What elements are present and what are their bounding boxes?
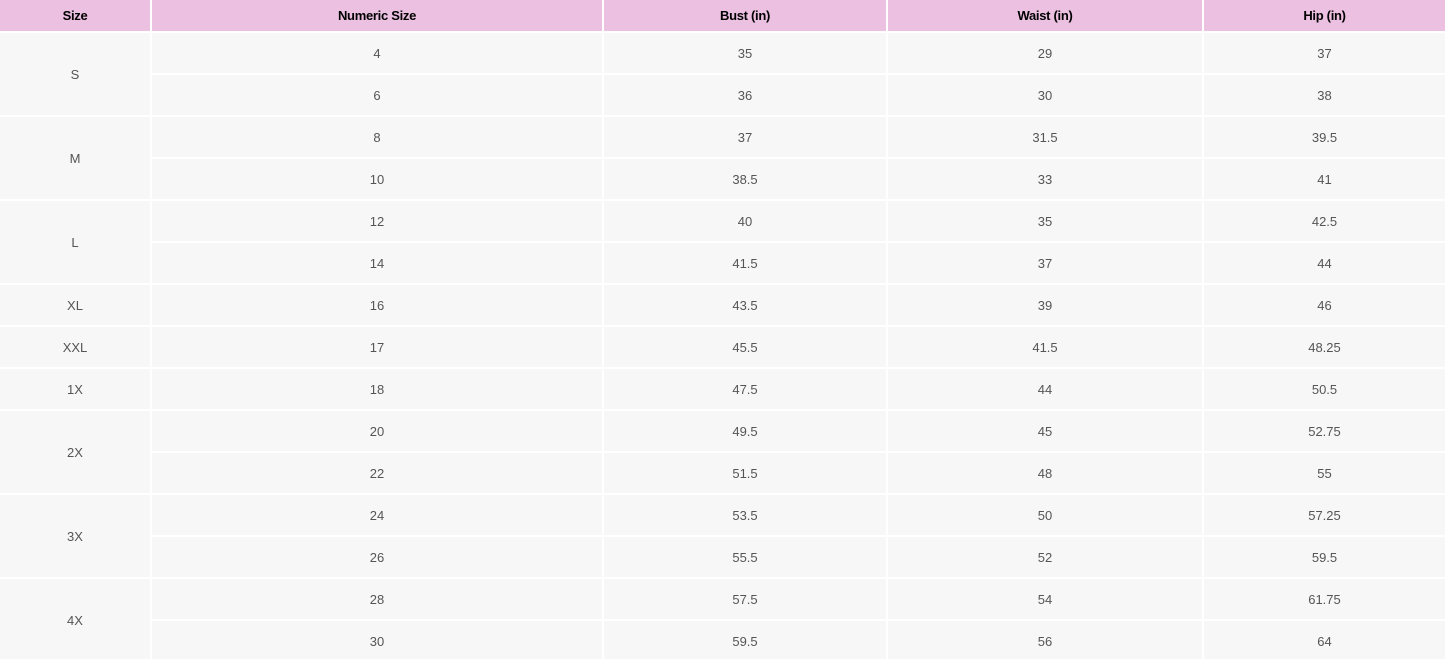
numeric-size-cell: 28 bbox=[152, 579, 602, 619]
bust-cell: 43.5 bbox=[604, 285, 886, 325]
numeric-size-cell: 18 bbox=[152, 369, 602, 409]
size-cell: XXL bbox=[0, 327, 150, 367]
numeric-size-cell: 30 bbox=[152, 621, 602, 659]
numeric-size-cell: 17 bbox=[152, 327, 602, 367]
size-cell: 4X bbox=[0, 579, 150, 659]
numeric-size-cell: 24 bbox=[152, 495, 602, 535]
header-numeric-size: Numeric Size bbox=[152, 0, 602, 31]
hip-cell: 38 bbox=[1204, 75, 1445, 115]
table-row: L 12 40 35 42.5 bbox=[0, 201, 1445, 283]
table-row: 22 51.5 48 55 bbox=[0, 453, 1445, 493]
waist-cell: 31.5 bbox=[888, 117, 1202, 157]
bust-cell: 45.5 bbox=[604, 327, 886, 367]
waist-cell: 29 bbox=[888, 33, 1202, 73]
waist-cell: 52 bbox=[888, 537, 1202, 577]
waist-cell: 33 bbox=[888, 159, 1202, 199]
size-cell: 2X bbox=[0, 411, 150, 493]
hip-cell: 41 bbox=[1204, 159, 1445, 199]
table-row: 14 41.5 37 44 bbox=[0, 243, 1445, 283]
table-row: 4X 28 57.5 54 61.75 bbox=[0, 579, 1445, 659]
bust-cell: 57.5 bbox=[604, 579, 886, 619]
waist-cell: 50 bbox=[888, 495, 1202, 535]
numeric-size-cell: 16 bbox=[152, 285, 602, 325]
numeric-size-cell: 8 bbox=[152, 117, 602, 157]
waist-cell: 56 bbox=[888, 621, 1202, 659]
bust-cell: 51.5 bbox=[604, 453, 886, 493]
hip-cell: 42.5 bbox=[1204, 201, 1445, 241]
numeric-size-cell: 4 bbox=[152, 33, 602, 73]
table-row: M 8 37 31.5 39.5 bbox=[0, 117, 1445, 199]
waist-cell: 35 bbox=[888, 201, 1202, 241]
hip-cell: 64 bbox=[1204, 621, 1445, 659]
header-row: Size Numeric Size Bust (in) Waist (in) Hip (… bbox=[0, 0, 1445, 31]
bust-cell: 41.5 bbox=[604, 243, 886, 283]
hip-cell: 61.75 bbox=[1204, 579, 1445, 619]
size-cell: XL bbox=[0, 285, 150, 325]
hip-cell: 44 bbox=[1204, 243, 1445, 283]
hip-cell: 57.25 bbox=[1204, 495, 1445, 535]
size-cell: L bbox=[0, 201, 150, 283]
numeric-size-cell: 6 bbox=[152, 75, 602, 115]
header-bust: Bust (in) bbox=[604, 0, 886, 31]
numeric-size-cell: 20 bbox=[152, 411, 602, 451]
table-row: 2X 20 49.5 45 52.75 bbox=[0, 411, 1445, 493]
table-row: 26 55.5 52 59.5 bbox=[0, 537, 1445, 577]
hip-cell: 48.25 bbox=[1204, 327, 1445, 367]
table-row: XL 16 43.5 39 46 bbox=[0, 285, 1445, 325]
hip-cell: 46 bbox=[1204, 285, 1445, 325]
size-cell: S bbox=[0, 33, 150, 115]
header-hip: Hip (in) bbox=[1204, 0, 1445, 31]
hip-cell: 37 bbox=[1204, 33, 1445, 73]
bust-cell: 35 bbox=[604, 33, 886, 73]
numeric-size-cell: 10 bbox=[152, 159, 602, 199]
bust-cell: 53.5 bbox=[604, 495, 886, 535]
table-row: XXL 17 45.5 41.5 48.25 bbox=[0, 327, 1445, 367]
numeric-size-cell: 14 bbox=[152, 243, 602, 283]
bust-cell: 40 bbox=[604, 201, 886, 241]
numeric-size-cell: 26 bbox=[152, 537, 602, 577]
bust-cell: 47.5 bbox=[604, 369, 886, 409]
waist-cell: 45 bbox=[888, 411, 1202, 451]
table-row: S 4 35 29 37 bbox=[0, 33, 1445, 115]
table-row: 30 59.5 56 64 bbox=[0, 621, 1445, 659]
bust-cell: 38.5 bbox=[604, 159, 886, 199]
hip-cell: 55 bbox=[1204, 453, 1445, 493]
bust-cell: 36 bbox=[604, 75, 886, 115]
hip-cell: 39.5 bbox=[1204, 117, 1445, 157]
numeric-size-cell: 22 bbox=[152, 453, 602, 493]
size-cell: 1X bbox=[0, 369, 150, 409]
bust-cell: 49.5 bbox=[604, 411, 886, 451]
waist-cell: 44 bbox=[888, 369, 1202, 409]
table-row: 10 38.5 33 41 bbox=[0, 159, 1445, 199]
table-row: 1X 18 47.5 44 50.5 bbox=[0, 369, 1445, 409]
hip-cell: 59.5 bbox=[1204, 537, 1445, 577]
waist-cell: 41.5 bbox=[888, 327, 1202, 367]
header-size: Size bbox=[0, 0, 150, 31]
waist-cell: 54 bbox=[888, 579, 1202, 619]
waist-cell: 39 bbox=[888, 285, 1202, 325]
table-row: 6 36 30 38 bbox=[0, 75, 1445, 115]
waist-cell: 48 bbox=[888, 453, 1202, 493]
waist-cell: 30 bbox=[888, 75, 1202, 115]
table-row: 3X 24 53.5 50 57.25 bbox=[0, 495, 1445, 577]
bust-cell: 37 bbox=[604, 117, 886, 157]
header-waist: Waist (in) bbox=[888, 0, 1202, 31]
hip-cell: 52.75 bbox=[1204, 411, 1445, 451]
waist-cell: 37 bbox=[888, 243, 1202, 283]
size-cell: 3X bbox=[0, 495, 150, 577]
hip-cell: 50.5 bbox=[1204, 369, 1445, 409]
bust-cell: 59.5 bbox=[604, 621, 886, 659]
bust-cell: 55.5 bbox=[604, 537, 886, 577]
size-cell: M bbox=[0, 117, 150, 199]
numeric-size-cell: 12 bbox=[152, 201, 602, 241]
